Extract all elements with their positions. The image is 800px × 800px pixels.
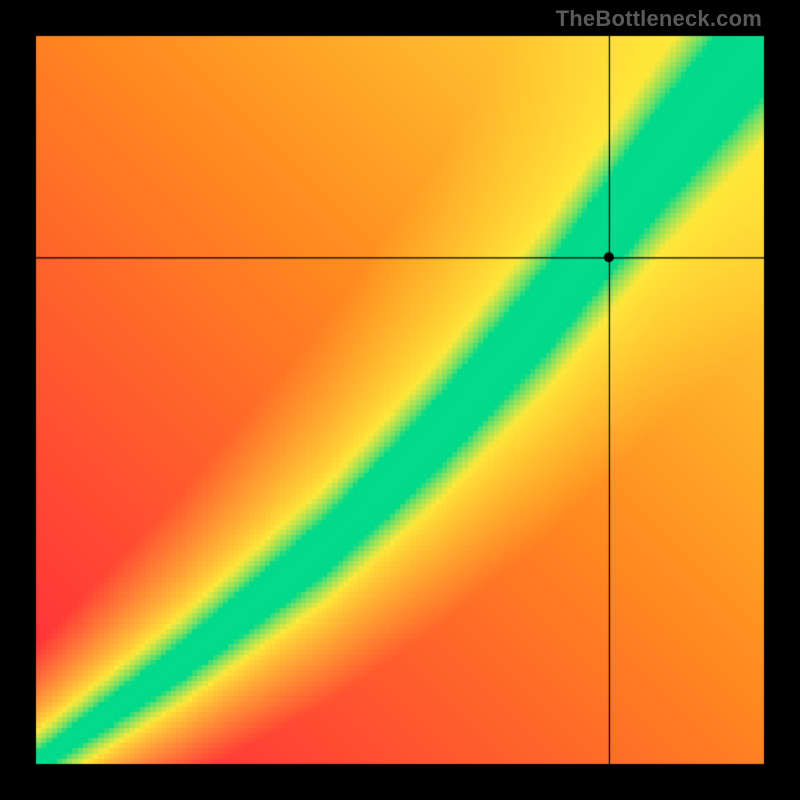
heatmap-canvas <box>0 0 800 800</box>
chart-container: TheBottleneck.com <box>0 0 800 800</box>
watermark-text: TheBottleneck.com <box>556 6 762 32</box>
